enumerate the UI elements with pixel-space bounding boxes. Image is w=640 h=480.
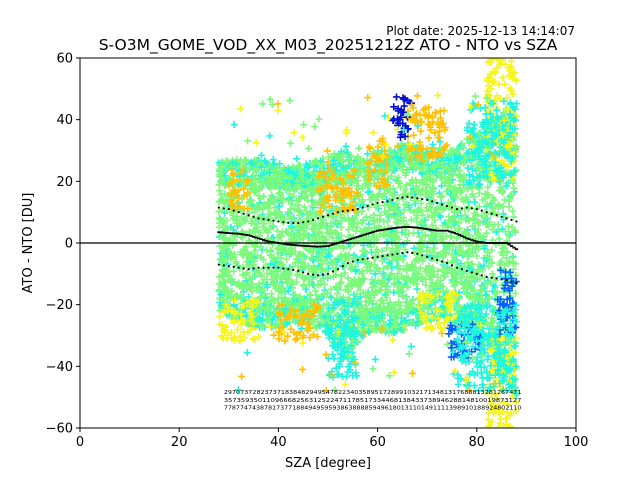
scatter-point	[316, 322, 324, 330]
scatter-point	[437, 199, 445, 207]
scatter-point	[259, 279, 267, 287]
scatter-point	[353, 338, 361, 346]
scatter-point-yellow	[501, 80, 509, 88]
scatter-point	[313, 317, 321, 325]
scatter-point	[327, 285, 335, 293]
scatter-point	[259, 265, 267, 273]
scatter-point	[400, 253, 408, 261]
scatter-point	[488, 270, 496, 278]
scatter-point	[405, 230, 413, 238]
scatter-point	[269, 223, 277, 231]
scatter-points	[215, 58, 520, 428]
scatter-point	[510, 184, 518, 192]
scatter-point-orange	[425, 134, 433, 142]
scatter-point	[474, 226, 482, 234]
scatter-point-darkblue	[392, 93, 400, 101]
scatter-point	[451, 203, 459, 211]
scatter-point	[471, 198, 479, 206]
scatter-point	[385, 275, 393, 283]
scatter-point	[347, 152, 355, 160]
scatter-point	[492, 240, 500, 248]
scatter-point	[401, 246, 409, 254]
scatter-point-cloud_cyan	[470, 382, 478, 390]
scatter-point-yellow	[216, 312, 224, 320]
scatter-point	[509, 207, 517, 215]
scatter-point-cloud_cyan	[329, 351, 337, 359]
scatter-point-yellow	[499, 74, 507, 82]
scatter-point	[366, 243, 374, 251]
scatter-point	[497, 257, 505, 265]
scatter-point	[407, 318, 415, 326]
scatter-point	[300, 203, 308, 211]
scatter-point	[216, 186, 224, 194]
chart-title: S-O3M_GOME_VOD_XX_M03_20251212Z ATO - NT…	[99, 36, 558, 55]
scatter-point	[320, 280, 328, 288]
scatter-point	[483, 229, 491, 237]
plot-date: Plot date: 2025-12-13 14:14:07	[386, 24, 575, 38]
scatter-point	[364, 150, 372, 158]
scatter-point-orange	[410, 131, 418, 139]
scatter-point	[390, 289, 398, 297]
scatter-point	[240, 288, 248, 296]
scatter-point	[247, 219, 255, 227]
scatter-point	[488, 246, 496, 254]
scatter-point	[500, 196, 508, 204]
scatter-point	[499, 216, 507, 224]
scatter-point-yellow	[507, 58, 515, 65]
scatter-point	[268, 290, 276, 298]
scatter-point	[327, 294, 335, 302]
scatter-point	[383, 217, 391, 225]
scatter-point	[494, 221, 502, 229]
scatter-point	[399, 256, 407, 264]
